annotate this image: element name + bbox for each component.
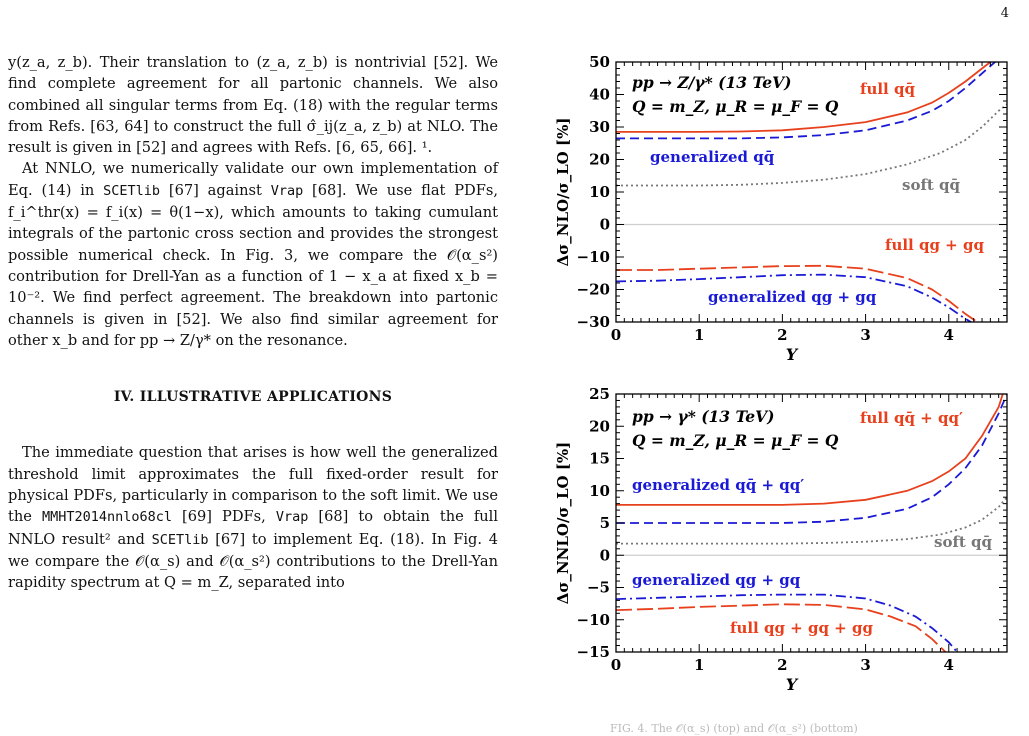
panel-1-y-tick-label: −10	[577, 248, 610, 266]
panel-2-y-tick-label: 25	[589, 385, 610, 403]
panel-2-series-line-1	[616, 394, 1004, 506]
paragraph-2: At NNLO, we numerically validate our own…	[8, 158, 498, 351]
panel-2-x-tick-label: 0	[611, 656, 621, 674]
panel-1-series-label-5: generalized qg + gq	[708, 288, 877, 306]
panel-2-y-tick-label: 0	[600, 546, 610, 564]
panel-2-series-label-4: generalized qg + gq	[632, 571, 801, 589]
panel-1-series-label-1: full qq̄	[860, 80, 915, 98]
panel-1-y-tick-label: 50	[589, 53, 610, 71]
panel-2-y-tick-label: 10	[589, 482, 610, 500]
panel-2-x-tick-label: 2	[777, 656, 787, 674]
panel-2-series-label-3: soft qq̄	[934, 533, 993, 551]
panel-2-y-tick-label: 15	[589, 450, 610, 468]
panel-1-x-axis-label: Y	[786, 345, 799, 364]
code-mmht: MMHT2014nnlo68cl	[41, 509, 172, 526]
panel-1-y-tick-label: 0	[600, 216, 610, 234]
panel-1-series-line-4	[616, 264, 979, 322]
panel-1-y-tick-label: 20	[589, 151, 610, 169]
panel-1-annotation-1: pp → Z/γ* (13 TeV)	[632, 73, 791, 92]
panel-1-x-tick-label: 4	[944, 326, 954, 344]
code-scetlib: SCETlib	[103, 182, 161, 199]
panel-1-series-line-5	[616, 273, 973, 322]
panel-1-series-line-1	[616, 62, 992, 133]
panel-1-y-tick-label: 30	[589, 118, 610, 136]
panel-1-series-label-2: generalized qq̄	[650, 148, 775, 166]
figure-caption-fragment: FIG. 4. The 𝒪(α_s) (top) and 𝒪(α_s²) (bo…	[610, 722, 858, 735]
panel-1-y-tick-label: 10	[589, 183, 610, 201]
panel-1-x-tick-label: 3	[860, 326, 870, 344]
panel-2-x-tick-label: 1	[694, 656, 704, 674]
paragraph-2-text-a: At NNLO, we numerically validate our own…	[8, 160, 498, 199]
panel-2-series-line-2	[616, 394, 1007, 524]
code-scetlib-2: SCETlib	[151, 531, 209, 548]
panel-2-series-label-5: full qg + gq + gg	[730, 619, 873, 637]
page-number: 4	[1000, 6, 1009, 21]
panel-1-y-tick-label: 40	[589, 86, 610, 104]
panel-2-series-label-2: generalized qq̄ + qq′	[632, 476, 804, 494]
panel-1-x-tick-label: 2	[777, 326, 787, 344]
panel-2-y-tick-label: −15	[577, 643, 610, 661]
paragraph-2-text-b: [67] against	[160, 181, 271, 199]
figure-4: 0 1 2 3 4 −30 −20 −10 0 10 20 30 40 50 Y Δσ_NLO/σ_LO [%…	[540, 50, 1020, 735]
code-vrap: Vrap	[270, 182, 304, 199]
paragraph-1-text: y(z_a, z_b). Their translation to (z_a, …	[8, 54, 498, 157]
panel-2-annotation-1: pp → γ* (13 TeV)	[632, 407, 774, 426]
code-vrap-2: Vrap	[275, 509, 309, 526]
panel-1-y-tick-label: −20	[577, 281, 610, 299]
panel-2-series-line-5	[616, 593, 958, 652]
paragraph-3-text-a: The immediate question that arises is ho…	[8, 444, 498, 526]
panel-1-annotation-2: Q = m_Z, μ_R = μ_F = Q	[632, 97, 839, 116]
section-heading: IV. ILLUSTRATIVE APPLICATIONS	[113, 389, 393, 406]
paragraph-3: The immediate question that arises is ho…	[8, 442, 498, 593]
panel-1-y-axis-label: Δσ_NLO/σ_LO [%]	[554, 118, 572, 267]
paragraph-2-text-c: [68]. We use flat PDFs, f_i^thr(x) = f_i…	[8, 181, 498, 349]
panel-2-series-line-4	[616, 603, 947, 652]
paragraph-1: y(z_a, z_b). Their translation to (z_a, …	[8, 52, 498, 158]
panel-2-x-tick-label: 3	[860, 656, 870, 674]
panel-2-x-tick-label: 4	[944, 656, 954, 674]
panel-1-series-label-4: full qg + gq	[885, 236, 984, 254]
panel-2-y-tick-label: −10	[577, 611, 610, 629]
panel-2-y-tick-label: 20	[589, 417, 610, 435]
panel-1-y-tick-label: −30	[577, 313, 610, 331]
panel-2-x-axis-label: Y	[786, 675, 799, 694]
panel-1-series-label-3: soft qq̄	[902, 176, 961, 194]
paragraph-3-text-c: [68] to obtain the full NNLO result² and	[8, 508, 498, 548]
panel-2-y-tick-label: −5	[587, 579, 610, 597]
panel-1-x-tick-label: 1	[694, 326, 704, 344]
paragraph-3-text-d: [67] to implement Eq. (18). In Fig. 4 we…	[8, 530, 498, 592]
panel-2-y-axis-label: Δσ_NNLO/σ_LO [%]	[554, 442, 572, 605]
panel-2-annotation-2: Q = m_Z, μ_R = μ_F = Q	[632, 431, 839, 450]
text-column: y(z_a, z_b). Their translation to (z_a, …	[8, 52, 498, 594]
panel-1-series-line-3	[616, 103, 1007, 187]
panel-2-series-label-1: full qq̄ + qq′	[860, 409, 963, 427]
paragraph-3-text-b: [69] PDFs,	[172, 508, 276, 526]
panel-1-x-tick-label: 0	[611, 326, 621, 344]
panel-2-y-tick-label: 5	[600, 514, 610, 532]
